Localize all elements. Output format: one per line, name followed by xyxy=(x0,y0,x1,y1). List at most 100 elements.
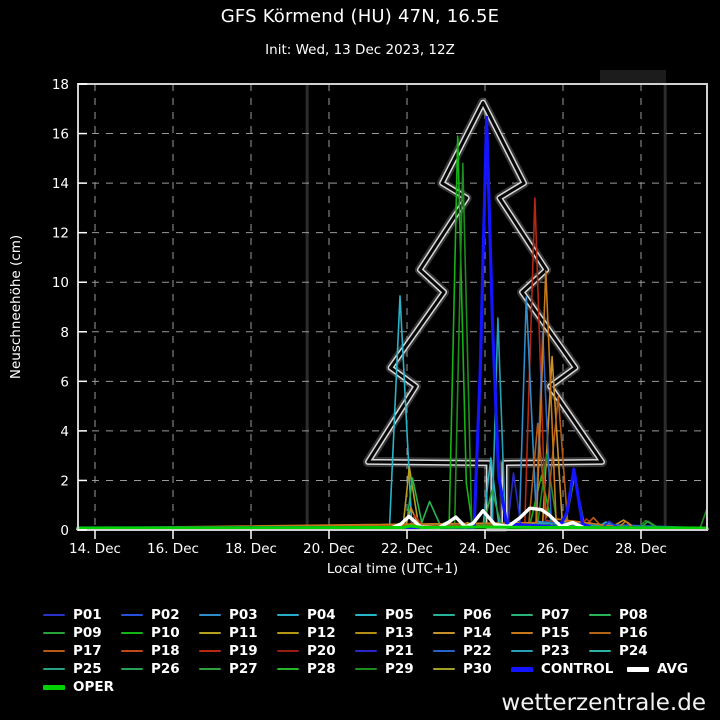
legend-line-swatch xyxy=(199,650,221,652)
legend-label: P08 xyxy=(619,607,648,623)
legend-line-swatch xyxy=(627,666,649,672)
legend-item-p16: P16 xyxy=(589,625,648,641)
legend-item-p07: P07 xyxy=(511,607,570,623)
y-tick-label: 2 xyxy=(60,473,69,489)
legend-label: P15 xyxy=(541,625,570,641)
legend-label: P04 xyxy=(307,607,336,623)
legend-line-swatch xyxy=(199,668,221,670)
legend-line-swatch xyxy=(43,614,65,616)
snow-ensemble-chart: 14. Dec 16. Dec 18. Dec 20. Dec 22. Dec 24. D… xyxy=(8,70,709,577)
legend-label: P11 xyxy=(229,625,258,641)
legend-item-p02: P02 xyxy=(121,607,180,623)
legend-item-p06: P06 xyxy=(433,607,492,623)
legend-line-swatch xyxy=(589,650,611,652)
legend-label: AVG xyxy=(657,661,689,677)
legend-label: OPER xyxy=(73,679,114,695)
legend-item-p14: P14 xyxy=(433,625,492,641)
legend-item-p17: P17 xyxy=(43,643,102,659)
legend-line-swatch xyxy=(355,650,377,652)
x-tick-label: 24. Dec xyxy=(459,541,511,557)
legend-item-p18: P18 xyxy=(121,643,180,659)
legend-line-swatch xyxy=(433,614,455,616)
series-p27 xyxy=(77,489,708,529)
legend-label: P09 xyxy=(73,625,102,641)
legend-item-p23: P23 xyxy=(511,643,570,659)
legend-item-p11: P11 xyxy=(199,625,258,641)
legend-item-p25: P25 xyxy=(43,661,102,677)
legend-line-swatch xyxy=(355,668,377,670)
legend-label: P22 xyxy=(463,643,492,659)
legend-line-swatch xyxy=(199,632,221,634)
legend-line-swatch xyxy=(511,666,533,672)
legend-line-swatch xyxy=(277,668,299,670)
series-p14 xyxy=(77,355,708,529)
chart-title: GFS Körmend (HU) 47N, 16.5E xyxy=(220,6,500,27)
legend-label: P23 xyxy=(541,643,570,659)
y-tick-label: 10 xyxy=(52,275,69,291)
series-avg xyxy=(76,506,709,531)
legend-line-swatch xyxy=(121,632,143,634)
legend-line-swatch xyxy=(589,614,611,616)
legend-item-p12: P12 xyxy=(277,625,336,641)
legend-item-p20: P20 xyxy=(277,643,336,659)
x-tick-label: 20. Dec xyxy=(303,541,355,557)
legend-label: P06 xyxy=(463,607,492,623)
legend-item-p19: P19 xyxy=(199,643,258,659)
legend-line-swatch xyxy=(277,614,299,616)
legend-item-p04: P04 xyxy=(277,607,336,623)
legend-label: P21 xyxy=(385,643,414,659)
legend-label: P18 xyxy=(151,643,180,659)
x-tick-label: 22. Dec xyxy=(381,541,433,557)
series-control xyxy=(76,115,709,531)
legend-line-swatch xyxy=(277,650,299,652)
legend-label: P14 xyxy=(463,625,492,641)
legend-label: P19 xyxy=(229,643,258,659)
legend-item-p30: P30 xyxy=(433,661,492,677)
y-tick-label: 4 xyxy=(60,424,69,440)
legend-item-p21: P21 xyxy=(355,643,414,659)
legend-line-swatch xyxy=(121,614,143,616)
legend-label: P01 xyxy=(73,607,102,623)
x-tick-label: 26. Dec xyxy=(537,541,589,557)
legend-item-p08: P08 xyxy=(589,607,648,623)
chart-subtitle: Init: Wed, 13 Dec 2023, 12Z xyxy=(265,42,455,58)
legend-label: P30 xyxy=(463,661,492,677)
legend-item-p29: P29 xyxy=(355,661,414,677)
legend-label: P07 xyxy=(541,607,570,623)
legend-line-swatch xyxy=(355,614,377,616)
legend-label: P24 xyxy=(619,643,648,659)
series-p08 xyxy=(77,474,708,529)
legend-label: P16 xyxy=(619,625,648,641)
y-tick-label: 16 xyxy=(52,127,69,143)
legend-item-p01: P01 xyxy=(43,607,102,623)
legend-label: P13 xyxy=(385,625,414,641)
y-tick-label: 14 xyxy=(52,176,69,192)
legend-item-p26: P26 xyxy=(121,661,180,677)
legend-item-p10: P10 xyxy=(121,625,180,641)
legend-line-swatch xyxy=(43,650,65,652)
series-p15 xyxy=(77,270,708,529)
series-p05 xyxy=(77,295,708,529)
watermark-brand: wetterzentrale.de xyxy=(501,690,706,716)
legend-item-p28: P28 xyxy=(277,661,336,677)
legend-label: P17 xyxy=(73,643,102,659)
x-tick-label: 28. Dec xyxy=(615,541,667,557)
legend-line-swatch xyxy=(43,684,65,690)
legend-label: P10 xyxy=(151,625,180,641)
legend-line-swatch xyxy=(433,668,455,670)
legend-item-control: CONTROL xyxy=(511,661,613,677)
legend-label: P26 xyxy=(151,661,180,677)
x-axis-title: Local time (UTC+1) xyxy=(327,561,458,577)
y-tick-label: 0 xyxy=(60,523,69,539)
legend-item-p05: P05 xyxy=(355,607,414,623)
legend-line-swatch xyxy=(433,632,455,634)
legend-line-swatch xyxy=(589,632,611,634)
legend-label: P05 xyxy=(385,607,414,623)
legend-label: P27 xyxy=(229,661,258,677)
legend-item-p15: P15 xyxy=(511,625,570,641)
legend-line-swatch xyxy=(511,650,533,652)
legend-line-swatch xyxy=(433,650,455,652)
legend-line-swatch xyxy=(511,632,533,634)
y-tick-label: 12 xyxy=(52,226,69,242)
